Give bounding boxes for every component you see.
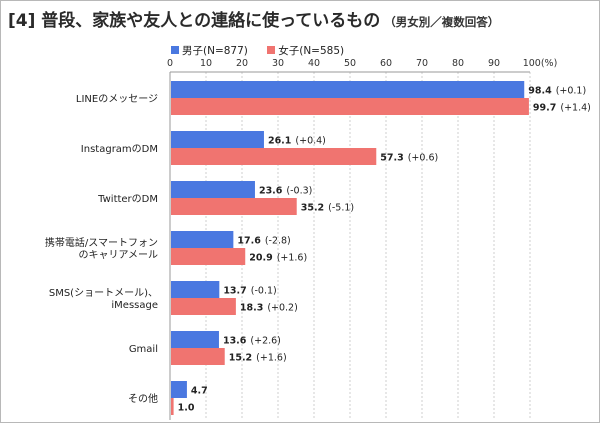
x-tick-label: 20 bbox=[236, 58, 248, 69]
change-label: (-2.8) bbox=[265, 236, 291, 247]
x-tick-label: 100(%) bbox=[523, 58, 558, 69]
bar bbox=[171, 248, 246, 265]
data-label: 1.0 bbox=[178, 403, 195, 414]
legend-swatch-female bbox=[267, 46, 276, 54]
legend-item-male: 男子(N=877) bbox=[171, 43, 248, 58]
change-label: (+2.6) bbox=[250, 336, 280, 347]
data-label: 4.7 bbox=[191, 386, 208, 397]
change-label: (-5.1) bbox=[328, 203, 354, 214]
data-label: 15.2 bbox=[229, 353, 252, 364]
data-label: 20.9 bbox=[249, 253, 272, 264]
x-tick-label: 50 bbox=[344, 58, 356, 69]
bar bbox=[171, 98, 529, 115]
bar bbox=[171, 148, 377, 165]
x-tick-label: 70 bbox=[416, 58, 428, 69]
bar bbox=[171, 231, 234, 248]
title-sub: （男女別／複数回答） bbox=[384, 15, 500, 29]
change-label: (+0.6) bbox=[408, 153, 438, 164]
change-label: (+0.4) bbox=[295, 136, 325, 147]
category-label: 携帯電話/スマートフォン bbox=[45, 236, 158, 249]
change-label: (+1.6) bbox=[277, 253, 307, 264]
data-label: 57.3 bbox=[380, 153, 403, 164]
legend: 男子(N=877) 女子(N=585) bbox=[171, 43, 360, 58]
data-label: 13.6 bbox=[223, 336, 247, 347]
bar bbox=[171, 381, 187, 398]
data-label: 23.6 bbox=[259, 186, 283, 197]
change-label: (-0.3) bbox=[286, 186, 312, 197]
legend-swatch-male bbox=[171, 46, 179, 54]
x-tick-label: 80 bbox=[452, 58, 464, 69]
bar bbox=[171, 81, 525, 98]
bar bbox=[171, 281, 220, 298]
bar bbox=[171, 398, 174, 415]
data-label: 99.7 bbox=[533, 103, 556, 114]
change-label: (+0.1) bbox=[556, 86, 586, 97]
data-label: 35.2 bbox=[301, 203, 324, 214]
x-tick-label: 90 bbox=[488, 58, 500, 69]
category-label: その他 bbox=[128, 392, 158, 405]
category-label: のキャリアメール bbox=[79, 250, 159, 261]
category-label: TwitterのDM bbox=[97, 194, 158, 205]
legend-item-female: 女子(N=585) bbox=[267, 43, 344, 58]
category-label: LINEのメッセージ bbox=[76, 93, 158, 105]
change-label: (+0.2) bbox=[267, 303, 297, 314]
bar bbox=[171, 131, 264, 148]
bar bbox=[171, 348, 225, 365]
legend-label-male: 男子(N=877) bbox=[182, 45, 248, 57]
x-tick-label: 0 bbox=[167, 58, 173, 69]
chart-title: [4] 普段、家族や友人との連絡に使っているもの （男女別／複数回答） bbox=[8, 6, 499, 31]
change-label: (+1.6) bbox=[256, 353, 286, 364]
data-label: 18.3 bbox=[240, 303, 263, 314]
bar bbox=[171, 181, 255, 198]
bar bbox=[171, 298, 236, 315]
bar bbox=[171, 331, 219, 348]
data-label: 98.4 bbox=[528, 86, 552, 97]
x-tick-label: 60 bbox=[380, 58, 392, 69]
data-label: 13.7 bbox=[223, 286, 246, 297]
category-label: iMessage bbox=[111, 300, 158, 311]
change-label: (-0.1) bbox=[251, 286, 277, 297]
category-label: Gmail bbox=[129, 344, 158, 355]
legend-label-female: 女子(N=585) bbox=[278, 45, 345, 57]
x-tick-label: 40 bbox=[308, 58, 320, 69]
x-tick-label: 10 bbox=[200, 58, 212, 69]
category-label: SMS(ショートメール)、 bbox=[49, 288, 158, 299]
data-label: 26.1 bbox=[268, 136, 291, 147]
data-label: 17.6 bbox=[237, 236, 261, 247]
x-tick-label: 30 bbox=[272, 58, 284, 69]
title-main: [4] 普段、家族や友人との連絡に使っているもの bbox=[8, 11, 381, 31]
change-label: (+1.4) bbox=[560, 103, 590, 114]
bar bbox=[171, 198, 297, 215]
category-label: InstagramのDM bbox=[81, 144, 158, 155]
